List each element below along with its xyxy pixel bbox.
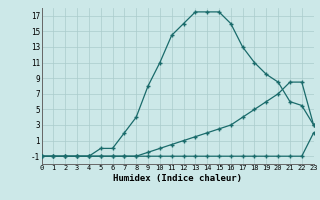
X-axis label: Humidex (Indice chaleur): Humidex (Indice chaleur)	[113, 174, 242, 183]
